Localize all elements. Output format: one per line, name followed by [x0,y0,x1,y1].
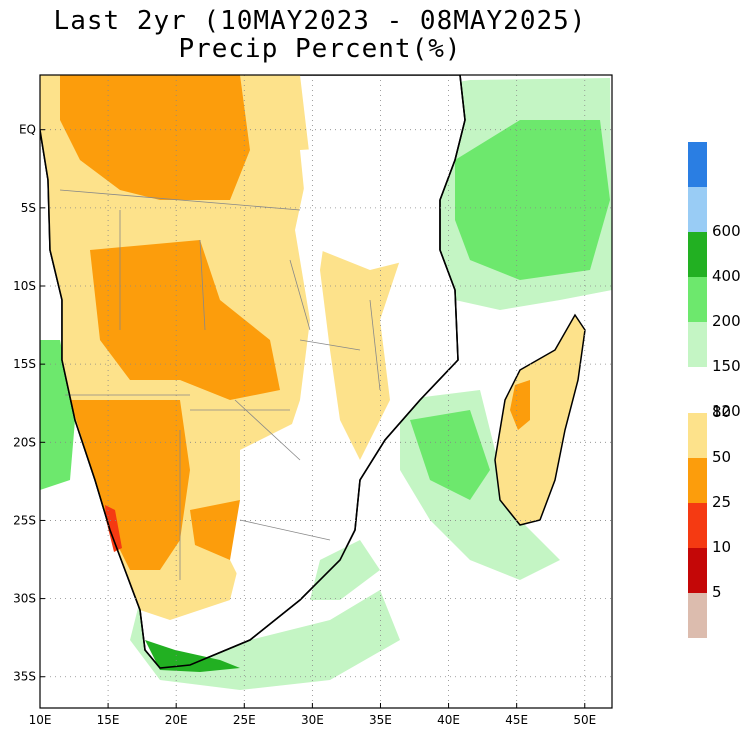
legend-swatch [688,277,707,322]
x-tick-label: 15E [97,713,120,727]
dry-anomaly-strong-namibia [105,505,122,552]
x-tick-label: 20E [165,713,188,727]
map-frame [39,74,613,709]
legend-label: 400 [712,267,741,285]
legend-label: 5 [712,583,722,601]
wet-anomaly-east-africa-mid [455,120,610,280]
x-tick-label: 10E [29,713,52,727]
legend-swatch [688,232,707,277]
legend-label: 25 [712,493,732,511]
legend-swatch [688,187,707,232]
legend-swatch [688,413,707,458]
y-tick-label: 30S [13,592,36,606]
legend-label: 600 [712,222,741,240]
wet-anomaly-cape [145,640,240,672]
legend-label: 120 [712,402,741,420]
legend-label: 200 [712,312,741,330]
near-normal-interior [230,420,350,600]
legend-label: 80 [712,403,732,421]
country-borders [59,189,381,580]
legend-label: 150 [712,357,741,375]
x-tick-label: 25E [233,713,256,727]
dry-anomaly-mid-north [60,75,250,200]
madagascar-dry-mid [510,380,530,430]
legend-swatch [688,458,707,503]
legend-swatch [688,322,707,367]
x-tick-label: 45E [505,713,528,727]
y-tick-label: 20S [13,435,36,449]
legend-swatch [688,368,707,413]
legend-swatch [688,548,707,593]
wet-anomaly-mozambique-mid [410,410,490,500]
legend-swatch [688,142,707,187]
y-tick-label: 10S [13,279,36,293]
legend-label: 10 [712,538,732,556]
x-tick-label: 30E [301,713,324,727]
y-tick-label: 35S [13,670,36,684]
x-tick-label: 50E [573,713,596,727]
map-grid [40,75,612,708]
y-tick-label: 25S [13,513,36,527]
x-tick-label: 35E [369,713,392,727]
legend-label: 50 [712,448,732,466]
dry-anomaly-mid-central [90,240,280,400]
coastline [40,75,466,669]
madagascar-land [494,313,586,526]
map-subtitle: Precip Percent(%) [178,34,462,64]
legend-swatch [688,593,707,638]
legend-swatch [688,503,707,548]
y-tick-label: EQ [19,123,36,137]
y-tick-label: 5S [21,201,36,215]
wet-anomaly-drakensberg [310,540,380,600]
map-title: Last 2yr (10MAY2023 - 08MAY2025) [53,6,587,36]
x-tick-label: 40E [437,713,460,727]
map-ticks: 10E 15E 20E 25E 30E 35E 40E 45E 50E EQ 5S 10S 15S 20S… [13,123,596,727]
y-tick-label: 15S [13,357,36,371]
